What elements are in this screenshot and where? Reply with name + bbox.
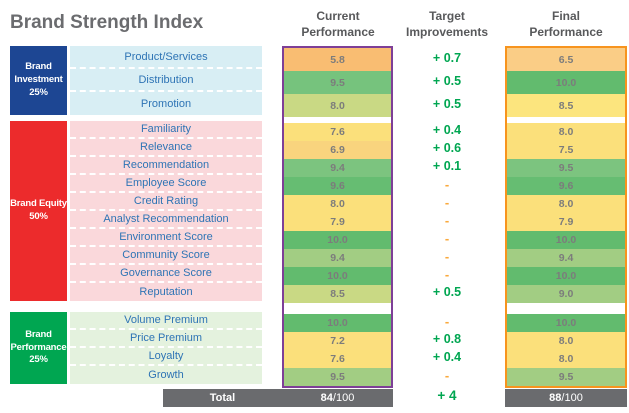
final-value: 10.0 <box>507 314 625 332</box>
current-performance-column: 5.8 9.5 8.0 7.6 6.9 9.4 9.6 8.0 7.9 10.0 9.4 10.0 8.… <box>282 46 393 388</box>
final-value: 8.5 <box>507 94 625 117</box>
row-label: Promotion <box>70 92 262 115</box>
row-label: Environment Score <box>70 229 262 247</box>
group-header-brand-equity: Brand Equity 50% <box>10 121 67 301</box>
final-performance-column: 6.5 10.0 8.5 8.0 7.5 9.5 9.6 8.0 7.9 10.0 9.4 10.0 9… <box>505 46 627 388</box>
final-value: 6.5 <box>507 48 625 71</box>
group-weight: 25% <box>29 86 48 98</box>
final-value: 9.6 <box>507 177 625 195</box>
final-value: 9.0 <box>507 285 625 303</box>
row-label: Price Premium <box>70 330 262 348</box>
group-name: Brand Performance <box>10 328 67 353</box>
target-improvement: + 0.5 <box>432 73 462 88</box>
final-value: 8.0 <box>507 332 625 350</box>
row-label: Community Score <box>70 247 262 265</box>
page-title: Brand Strength Index <box>10 12 204 33</box>
current-value: 5.8 <box>284 48 391 71</box>
current-value: 8.5 <box>284 285 391 303</box>
final-value: 7.5 <box>507 141 625 159</box>
group-weight: 25% <box>29 354 48 366</box>
current-value: 10.0 <box>284 267 391 285</box>
final-value: 8.0 <box>507 123 625 141</box>
row-label: Volume Premium <box>70 312 262 330</box>
current-value: 10.0 <box>284 314 391 332</box>
target-improvement: + 0.5 <box>432 96 462 111</box>
current-value: 8.0 <box>284 195 391 213</box>
total-label: Total <box>209 392 236 404</box>
target-improvement: - <box>444 230 450 246</box>
final-value: 7.9 <box>507 213 625 231</box>
target-improvement: - <box>444 248 450 264</box>
current-value: 9.4 <box>284 159 391 177</box>
final-value: 9.5 <box>507 368 625 386</box>
group-name: Brand Investment <box>14 61 63 86</box>
final-value: 10.0 <box>507 231 625 249</box>
current-value: 9.5 <box>284 368 391 386</box>
target-improvement: - <box>444 194 450 210</box>
target-improvement: + 0.7 <box>432 50 462 65</box>
target-improvement: + 0.8 <box>432 332 462 346</box>
current-value: 7.9 <box>284 213 391 231</box>
current-value: 7.2 <box>284 332 391 350</box>
target-improvement: - <box>444 266 450 282</box>
row-label: Relevance <box>70 139 262 157</box>
final-value: 9.4 <box>507 249 625 267</box>
final-value: 9.5 <box>507 159 625 177</box>
total-final-score: 88/100 <box>549 392 583 404</box>
row-label: Recommendation <box>70 157 262 175</box>
target-improvement: + 0.4 <box>432 350 462 364</box>
row-labels-column: Product/Services Distribution Promotion Fam… <box>70 46 262 384</box>
group-weight: 50% <box>29 211 48 222</box>
group-header-brand-investment: Brand Investment 25% <box>10 46 67 115</box>
current-value: 8.0 <box>284 94 391 117</box>
target-improvement: + 0.1 <box>432 159 462 173</box>
current-value: 9.6 <box>284 177 391 195</box>
target-improvements-column: + 0.7 + 0.5 + 0.5 + 0.4 + 0.6 + 0.1 - - - - - - + 0.… <box>399 46 495 384</box>
total-bar-final: 88/100 <box>505 389 627 407</box>
current-value: 9.5 <box>284 71 391 94</box>
final-value: 8.0 <box>507 195 625 213</box>
target-improvement: - <box>444 313 450 329</box>
row-label: Credit Rating <box>70 193 262 211</box>
final-value: 10.0 <box>507 267 625 285</box>
group-header-brand-performance: Brand Performance 25% <box>10 312 67 384</box>
target-improvement: - <box>444 176 450 192</box>
column-header-final-performance: Final Performance <box>529 9 603 39</box>
current-value: 6.9 <box>284 141 391 159</box>
target-improvement: - <box>444 367 450 383</box>
row-label: Distribution <box>70 69 262 92</box>
row-label: Loyalty <box>70 348 262 366</box>
total-current-score: 84/100 <box>320 392 355 404</box>
row-label: Product/Services <box>70 46 262 69</box>
row-label: Growth <box>70 366 262 384</box>
column-header-current-performance: Current Performance <box>301 9 375 39</box>
current-value: 10.0 <box>284 231 391 249</box>
current-value: 7.6 <box>284 123 391 141</box>
target-improvement: + 0.4 <box>432 123 462 137</box>
final-value: 10.0 <box>507 71 625 94</box>
row-label: Reputation <box>70 283 262 301</box>
current-value: 9.4 <box>284 249 391 267</box>
total-bar-current: Total 84/100 <box>163 389 393 407</box>
target-improvement: + 0.5 <box>432 285 462 299</box>
target-improvement: + 0.6 <box>432 141 462 155</box>
total-target-improvement: + 4 <box>437 388 457 403</box>
target-improvement: - <box>444 212 450 228</box>
row-label: Familiarity <box>70 121 262 139</box>
row-label: Governance Score <box>70 265 262 283</box>
final-value: 8.0 <box>507 350 625 368</box>
row-label: Employee Score <box>70 175 262 193</box>
group-name: Brand Equity <box>10 198 67 210</box>
row-label: Analyst Recommendation <box>70 211 262 229</box>
column-header-target-improvements: Target Improvements <box>405 9 489 39</box>
current-value: 7.6 <box>284 350 391 368</box>
